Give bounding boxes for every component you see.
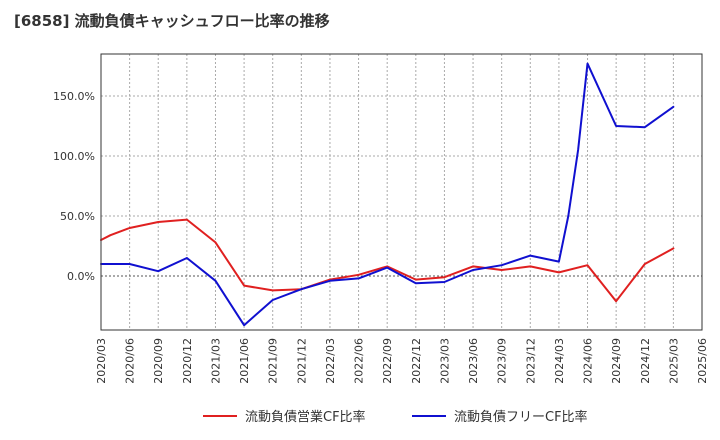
x-tick-label: 2024/06 <box>582 338 595 384</box>
x-tick-label: 2022/03 <box>324 338 337 384</box>
x-tick-label: 2023/12 <box>524 338 537 384</box>
y-axis-ticks: 0.0% 50.0% 100.0% 150.0% <box>53 90 95 283</box>
plot-background <box>101 54 702 330</box>
x-tick-label: 2021/09 <box>267 338 280 384</box>
x-tick-label: 2022/09 <box>381 338 394 384</box>
x-tick-label: 2022/12 <box>410 338 423 384</box>
x-tick-label: 2025/03 <box>667 338 680 384</box>
x-tick-label: 2020/03 <box>95 338 108 384</box>
legend-label: 流動負債フリーCF比率 <box>454 409 588 425</box>
x-tick-label: 2021/12 <box>295 338 308 384</box>
x-axis-ticks: 2020/03 2020/06 2020/09 2020/12 2021/03 2021/… <box>95 338 709 384</box>
free-cf-ratio-line <box>100 62 675 327</box>
x-tick-label: 2024/09 <box>610 338 623 384</box>
x-tick-label: 2021/03 <box>209 338 222 384</box>
y-tick-label: 50.0% <box>60 210 95 223</box>
legend: 流動負債営業CF比率 流動負債フリーCF比率 <box>203 409 588 425</box>
operating-cf-ratio-line <box>100 218 675 303</box>
x-tick-label: 2020/09 <box>152 338 165 384</box>
x-tick-label: 2021/06 <box>238 338 251 384</box>
x-tick-label: 2020/12 <box>181 338 194 384</box>
x-tick-label: 2024/03 <box>553 338 566 384</box>
chart-title: [6858] 流動負債キャッシュフロー比率の推移 <box>14 12 330 30</box>
plot-frame <box>100 53 703 331</box>
x-tick-label: 2024/12 <box>639 338 652 384</box>
x-tick-label: 2023/06 <box>467 338 480 384</box>
y-tick-label: 100.0% <box>53 150 95 163</box>
x-tick-label: 2022/06 <box>353 338 366 384</box>
x-tick-label: 2020/06 <box>124 338 137 384</box>
x-tick-label: 2023/03 <box>438 338 451 384</box>
x-tick-label: 2023/09 <box>496 338 509 384</box>
series-lines <box>100 62 675 327</box>
y-tick-label: 0.0% <box>67 270 95 283</box>
x-tick-label: 2025/06 <box>696 338 709 384</box>
y-tick-label: 150.0% <box>53 90 95 103</box>
legend-label: 流動負債営業CF比率 <box>245 409 366 425</box>
